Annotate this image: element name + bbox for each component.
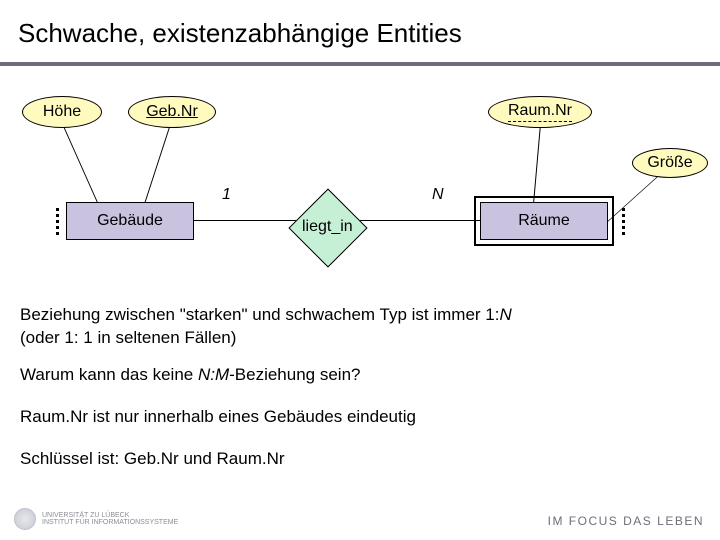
entity-raeume: Räume [480,202,608,240]
cardinality-left: 1 [222,186,231,204]
footer-right: IM FOCUS DAS LEBEN [548,514,704,528]
er-diagram: Höhe Geb.Nr Raum.Nr Größe Gebäude Räume … [0,90,720,270]
entity-gebaeude-label: Gebäude [97,212,163,230]
p1b: (oder 1: 1 in seltenen Fällen) [20,328,236,347]
attr-gebnr: Geb.Nr [128,96,216,128]
slide-title: Schwache, existenzabhängige Entities [18,18,462,49]
p2a: Warum kann das keine [20,365,198,384]
paragraph-4: Schlüssel ist: Geb.Nr und Raum.Nr [20,448,700,471]
attr-groesse: Größe [632,148,708,178]
dots-raeume [622,208,625,235]
attr-raumnr-label: Raum.Nr [508,102,572,122]
title-rule [0,62,720,66]
paragraph-2: Warum kann das keine N:M-Beziehung sein? [20,364,700,387]
paragraph-1: Beziehung zwischen "starken" und schwach… [20,304,700,350]
footer-uni-line2: INSTITUT FÜR INFORMATIONSSYSTEME [42,519,178,526]
p1n: N [499,305,511,324]
entity-gebaeude: Gebäude [66,202,194,240]
footer-uni-line1: UNIVERSITÄT ZU LÜBECK [42,512,178,519]
p2b: -Beziehung sein? [229,365,360,384]
rel-liegt-in [288,188,367,267]
university-seal-icon [14,508,36,530]
p2nm: N:M [198,365,229,384]
paragraph-3: Raum.Nr ist nur innerhalb eines Gebäudes… [20,406,700,429]
dots-gebaeude [56,208,59,235]
attr-groesse-label: Größe [647,154,692,172]
cardinality-right: N [432,186,444,204]
p1a: Beziehung zwischen "starken" und schwach… [20,305,499,324]
line-gebnr [142,124,171,210]
attr-gebnr-label: Geb.Nr [146,103,198,121]
attr-raumnr: Raum.Nr [488,96,592,128]
entity-raeume-label: Räume [518,212,570,230]
line-hoehe [62,124,101,210]
attr-hoehe: Höhe [22,96,102,128]
attr-hoehe-label: Höhe [43,103,81,121]
footer-left: UNIVERSITÄT ZU LÜBECK INSTITUT FÜR INFOR… [14,508,178,530]
